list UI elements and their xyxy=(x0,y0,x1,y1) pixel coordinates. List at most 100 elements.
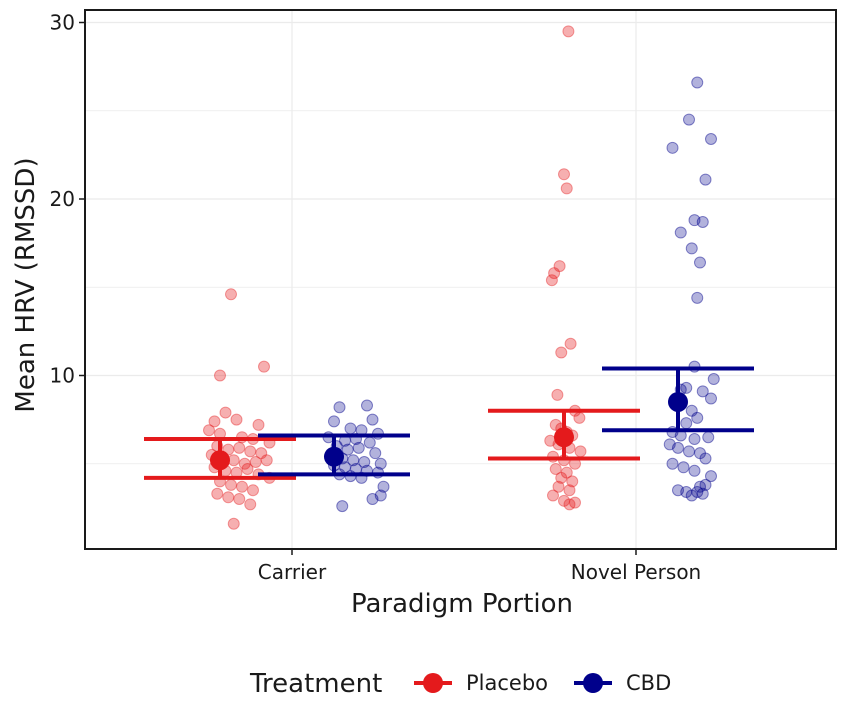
data-point-cbd-1-23 xyxy=(688,433,701,446)
data-point-cbd-0-12 xyxy=(341,443,354,456)
x-tick-label-0: Carrier xyxy=(258,560,327,584)
y-tick-label-30: 30 xyxy=(50,11,75,35)
summary-layer xyxy=(144,366,754,480)
data-point-cbd-1-14 xyxy=(680,381,693,394)
data-point-cbd-1-39 xyxy=(696,487,709,500)
data-point-cbd-1-38 xyxy=(691,485,704,498)
data-point-cbd-0-4 xyxy=(344,422,357,435)
data-point-cbd-1-28 xyxy=(694,447,706,460)
data-point-cbd-0-10 xyxy=(363,436,376,449)
data-point-placebo-1-26 xyxy=(552,480,565,493)
data-point-cbd-1-31 xyxy=(677,461,690,474)
data-point-placebo-0-16 xyxy=(255,447,268,460)
data-point-cbd-1-16 xyxy=(705,392,717,405)
data-point-cbd-1-26 xyxy=(672,441,684,454)
panel-border xyxy=(84,9,837,550)
data-point-cbd-1-35 xyxy=(672,484,684,497)
data-point-placebo-1-7 xyxy=(564,337,577,350)
data-point-cbd-0-1 xyxy=(361,399,373,412)
y-tick-label-10: 10 xyxy=(50,364,75,388)
data-point-placebo-1-29 xyxy=(558,494,570,507)
data-point-cbd-0-18 xyxy=(358,455,371,468)
data-point-placebo-0-1 xyxy=(214,369,226,382)
data-point-placebo-0-32 xyxy=(247,484,259,497)
data-point-placebo-0-20 xyxy=(238,457,251,470)
data-point-cbd-1-10 xyxy=(691,291,704,304)
data-point-placebo-1-5 xyxy=(545,274,558,287)
data-point-placebo-1-3 xyxy=(553,260,566,273)
data-point-placebo-0-14 xyxy=(233,441,246,454)
data-point-cbd-1-29 xyxy=(699,452,712,465)
data-point-placebo-0-36 xyxy=(244,498,257,511)
data-point-placebo-0-37 xyxy=(227,517,240,530)
data-point-cbd-0-13 xyxy=(352,441,365,454)
data-point-placebo-0-26 xyxy=(241,463,254,476)
mean-point-cbd-0 xyxy=(324,446,344,467)
data-point-cbd-0-2 xyxy=(366,413,379,426)
data-point-placebo-1-24 xyxy=(555,471,568,484)
legend-key-point-placebo xyxy=(423,673,443,693)
data-point-placebo-0-6 xyxy=(252,418,265,431)
data-point-cbd-1-15 xyxy=(696,385,709,398)
legend-key-point-cbd xyxy=(583,673,603,693)
data-point-placebo-0-22 xyxy=(260,454,273,467)
data-point-placebo-0-2 xyxy=(258,360,270,373)
data-point-cbd-0-28 xyxy=(377,480,390,493)
data-point-placebo-1-28 xyxy=(547,489,559,502)
mean-point-placebo-0 xyxy=(210,450,230,471)
data-point-placebo-0-5 xyxy=(230,413,243,426)
data-point-placebo-0-35 xyxy=(233,493,246,506)
data-point-placebo-1-10 xyxy=(573,411,586,424)
data-point-placebo-1-25 xyxy=(566,475,579,488)
data-point-cbd-1-9 xyxy=(694,256,706,269)
data-point-placebo-0-15 xyxy=(244,445,257,458)
data-point-placebo-1-23 xyxy=(560,466,573,479)
mean-point-cbd-1 xyxy=(668,391,688,412)
axis-layer: 10 20 30 Carrier Novel Person xyxy=(50,11,702,585)
data-point-placebo-1-4 xyxy=(548,267,561,280)
data-point-cbd-1-25 xyxy=(663,438,676,451)
legend-label-cbd: CBD xyxy=(626,671,671,695)
data-point-cbd-1-27 xyxy=(683,445,695,458)
data-point-cbd-1-0 xyxy=(691,76,704,89)
legend-entry-cbd: CBD xyxy=(574,671,671,695)
data-point-placebo-1-30 xyxy=(569,496,581,509)
legend-entry-placebo: Placebo xyxy=(414,671,548,695)
mean-point-placebo-1 xyxy=(554,427,574,448)
data-point-placebo-1-22 xyxy=(549,463,562,476)
legend-label-placebo: Placebo xyxy=(466,671,548,695)
data-point-cbd-1-7 xyxy=(696,215,709,228)
data-point-placebo-0-0 xyxy=(225,288,237,301)
x-axis-title: Paradigm Portion xyxy=(351,589,573,619)
data-point-placebo-0-30 xyxy=(225,478,237,491)
data-point-placebo-1-31 xyxy=(563,498,576,511)
data-point-cbd-1-3 xyxy=(666,141,679,154)
data-point-cbd-0-17 xyxy=(347,454,360,467)
y-tick-label-20: 20 xyxy=(50,187,75,211)
data-point-cbd-1-37 xyxy=(685,489,698,502)
data-point-cbd-0-31 xyxy=(336,500,349,513)
data-point-cbd-1-36 xyxy=(680,485,693,498)
data-point-placebo-0-33 xyxy=(211,487,224,500)
data-point-cbd-1-1 xyxy=(683,113,695,126)
x-tick-label-1: Novel Person xyxy=(571,560,701,584)
data-point-placebo-1-1 xyxy=(558,168,570,181)
data-point-cbd-0-19 xyxy=(374,457,387,470)
data-point-cbd-1-8 xyxy=(685,242,698,255)
data-point-cbd-1-40 xyxy=(694,480,706,493)
legend: Treatment Placebo CBD xyxy=(249,669,671,699)
data-point-placebo-0-7 xyxy=(203,424,215,437)
data-point-placebo-1-6 xyxy=(555,346,568,359)
data-point-cbd-1-19 xyxy=(691,411,704,424)
data-point-cbd-1-4 xyxy=(699,173,712,186)
data-point-placebo-1-18 xyxy=(574,445,587,458)
data-point-placebo-1-8 xyxy=(551,388,564,401)
data-point-cbd-1-18 xyxy=(685,404,698,417)
data-point-placebo-1-2 xyxy=(560,182,573,195)
data-point-cbd-1-2 xyxy=(705,132,717,145)
data-point-cbd-0-14 xyxy=(369,447,382,460)
data-point-cbd-0-29 xyxy=(366,493,379,506)
data-point-placebo-1-0 xyxy=(562,25,575,38)
